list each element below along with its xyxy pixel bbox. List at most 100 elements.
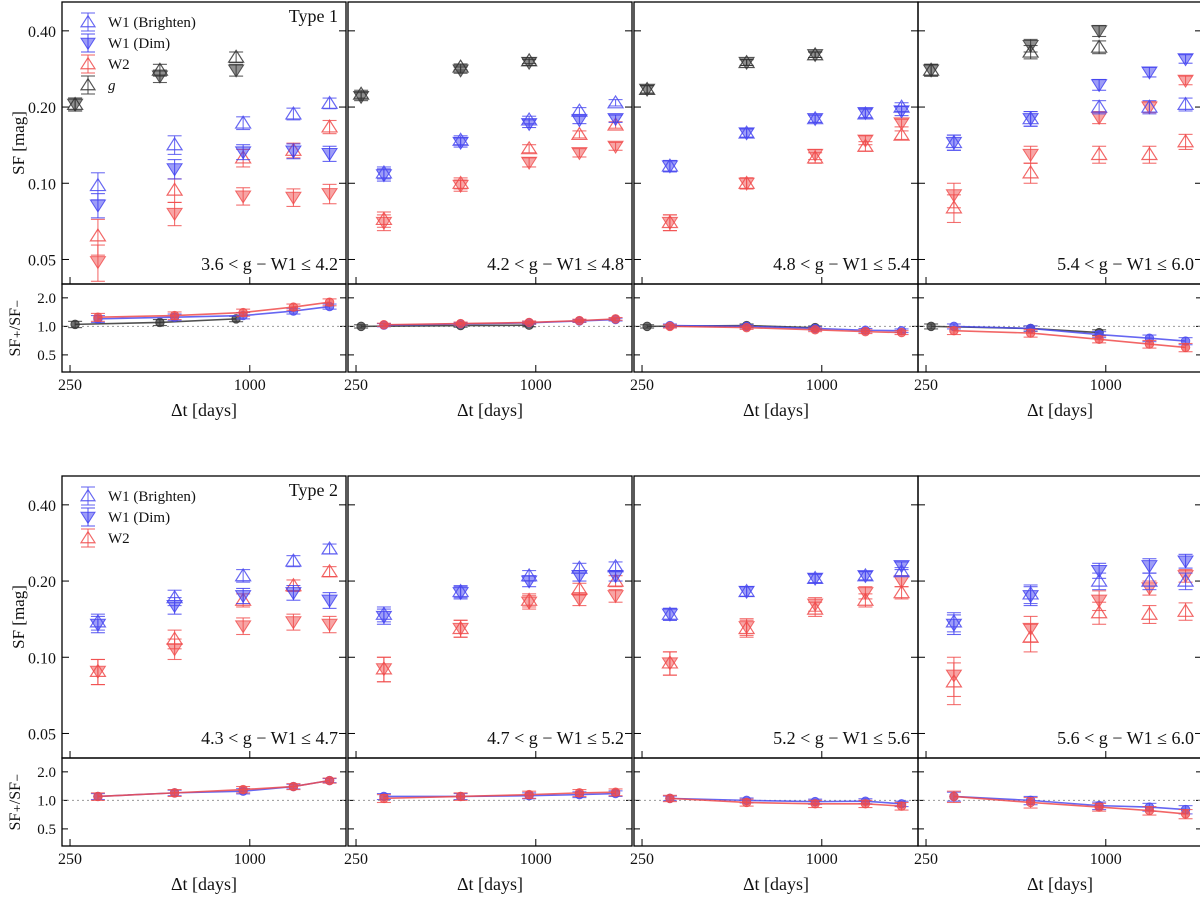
sf-point-w1-brighten-4 (320, 95, 339, 109)
panel-data (922, 24, 1195, 353)
color-range-label: 4.7 < g − W1 ≤ 5.2 (487, 728, 624, 748)
ratio-point-w2-2 (238, 784, 248, 795)
x-axis-label: Δt [days] (457, 400, 523, 420)
ratio-point-w2-4 (610, 787, 621, 797)
sf-point-w2-brighten-2 (806, 149, 824, 164)
panel-data (945, 553, 1195, 820)
color-range-label: 4.2 < g − W1 ≤ 4.8 (487, 254, 624, 274)
ratio-y-tick-label: 2.0 (37, 765, 56, 781)
sf-point-w2-dim-2 (1090, 594, 1108, 608)
panel-1-3: 250 1000 Δt [days] 4.8 < g − W1 ≤ 5.4 (630, 1, 919, 420)
sf-point-w2-brighten-3 (570, 126, 589, 141)
ratio-axes-frame (347, 283, 633, 373)
sf-point-g-brighten-0 (638, 81, 656, 95)
sf-point-w2-brighten-4 (892, 584, 911, 599)
sf-point-w1-brighten-0 (89, 613, 107, 628)
x-axis-label: Δt [days] (743, 874, 809, 894)
sf-point-w2-dim-2 (520, 156, 538, 170)
sf-point-w1-brighten-3-errorbar (1142, 572, 1157, 591)
sf-point-w1-brighten-0 (945, 613, 963, 628)
x-axis-label: Δt [days] (1027, 874, 1093, 894)
ratio-point-w2-3 (1144, 805, 1155, 816)
sf-point-w2-dim-3 (285, 191, 302, 205)
sf-point-w1-dim-3 (1141, 66, 1158, 80)
sf-point-w1-brighten-3 (570, 103, 589, 117)
panel-data (89, 541, 339, 802)
ratio-axes-frame (61, 283, 347, 373)
sf-point-g-brighten-0-errorbar (354, 89, 369, 99)
panel-data (375, 558, 625, 804)
sf-point-g-brighten-0-errorbar (640, 85, 655, 94)
sf-point-w1-brighten-3-errorbar (572, 107, 587, 115)
ratio-point-w2-3 (860, 326, 871, 337)
sf-point-w1-brighten-2 (520, 567, 538, 582)
row-1: SF [mag] SF₊/SF₋ 0.05 0.10 0.20 0.40 0.5 1.0 2.0… (7, 1, 1200, 420)
sf-axes-frame (61, 475, 347, 759)
legend-marker (79, 14, 97, 28)
ratio-axes-frame (917, 283, 1200, 373)
sf-point-g-brighten-2 (227, 49, 245, 63)
ratio-y-tick-label: 2.0 (37, 291, 56, 307)
sf-point-g-brighten-1 (738, 54, 756, 69)
legend-item-w2: W2 (79, 54, 130, 74)
sf-y-tick-label: 0.20 (28, 574, 56, 591)
ratio-axes-frame (61, 757, 347, 847)
sf-point-w1-brighten-2-errorbar (1092, 572, 1107, 591)
sf-point-w2-brighten-1-errorbar (1023, 623, 1038, 653)
sf-point-w2-brighten-3 (1140, 606, 1159, 620)
sf-point-w2-brighten-2 (1090, 604, 1108, 619)
sf-point-w2-brighten-4 (606, 573, 625, 587)
ratio-y-tick-label: 0.5 (37, 822, 56, 838)
ratio-point-w2-4 (324, 775, 335, 786)
ratio-point-g-0 (926, 321, 936, 332)
sf-point-w2-dim-3 (571, 147, 588, 161)
ratio-point-g-1 (155, 317, 165, 328)
type-label: Type 1 (289, 6, 338, 26)
color-range-label: 4.3 < g − W1 ≤ 4.7 (201, 728, 338, 748)
x-tick-label: 250 (914, 851, 938, 868)
sf-point-w1-brighten-2 (234, 115, 252, 129)
sf-point-w2-dim-3 (857, 134, 874, 148)
legend: W1 (Brighten) W1 (Dim) W2 g (79, 12, 196, 95)
panel-2-3: 250 1000 Δt [days] 5.2 < g − W1 ≤ 5.6 (630, 475, 919, 894)
legend-marker (79, 488, 97, 502)
sf-point-w1-brighten-2 (1090, 99, 1108, 113)
type-label: Type 2 (289, 480, 338, 500)
sf-point-w1-brighten-2 (234, 567, 252, 582)
sf-point-w2-dim-2 (234, 190, 252, 204)
x-tick-label: 250 (630, 851, 654, 868)
sf-point-w1-brighten-0 (945, 134, 963, 149)
sf-point-w1-brighten-0 (375, 606, 393, 620)
sf-point-w1-brighten-0 (375, 164, 393, 179)
sf-point-w1-brighten-1 (1022, 585, 1040, 600)
sf-point-w2-brighten-3 (856, 138, 875, 152)
color-range-label: 5.4 < g − W1 ≤ 6.0 (1057, 254, 1194, 274)
color-range-label: 5.6 < g − W1 ≤ 6.0 (1057, 728, 1194, 748)
ratio-point-w2-4 (896, 327, 907, 338)
sf-point-g-brighten-1-errorbar (739, 59, 754, 66)
ratio-y-tick-label: 0.5 (37, 348, 56, 364)
sf-axes-frame (61, 1, 347, 285)
sf-axes-frame (917, 475, 1200, 759)
sf-point-w2-brighten-0 (661, 214, 679, 229)
sf-point-w1-dim-2 (234, 590, 252, 604)
sf-point-w1-brighten-3 (1140, 573, 1159, 587)
sf-point-w1-brighten-2 (806, 570, 824, 585)
sf-point-w2-brighten-4 (320, 563, 339, 578)
sf-point-w1-brighten-1 (452, 583, 470, 598)
sf-point-w1-brighten-1-errorbar (739, 128, 754, 138)
legend-item-w1b: W1 (Brighten) (79, 12, 196, 32)
sf-point-w1-brighten-3 (570, 560, 589, 574)
sf-y-tick-label: 0.10 (28, 650, 56, 667)
sf-point-w1-brighten-3 (1140, 99, 1159, 113)
ratio-axes-frame (347, 757, 633, 847)
sf-point-w2-brighten-1 (166, 182, 184, 196)
sf-point-w2-brighten-2 (806, 601, 824, 615)
sf-point-w1-brighten-1 (738, 583, 756, 598)
ratio-point-g-0 (356, 321, 366, 332)
sf-point-w2-brighten-2 (520, 140, 538, 155)
sf-point-w1-brighten-1 (1022, 110, 1040, 125)
sf-point-w2-dim-3 (285, 616, 302, 630)
sf-point-w1-brighten-4 (1176, 96, 1195, 111)
